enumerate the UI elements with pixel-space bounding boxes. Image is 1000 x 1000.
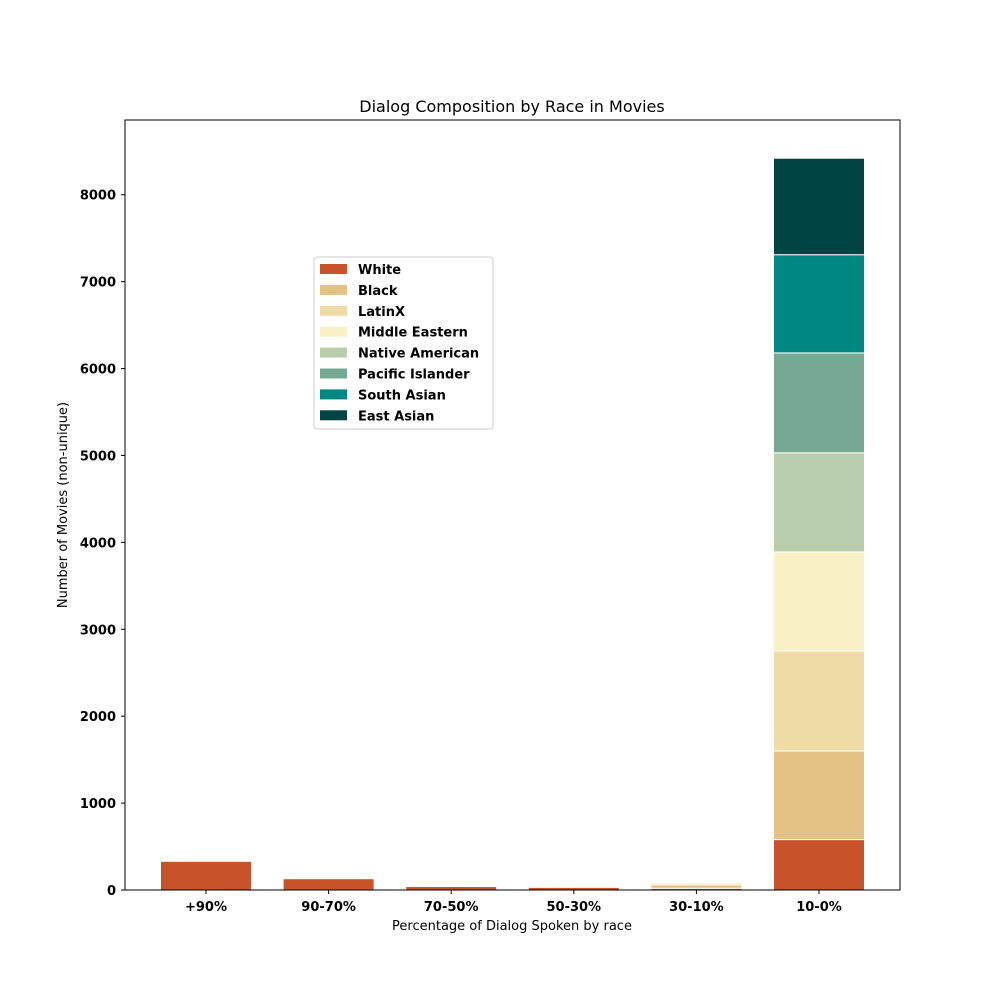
legend-label: South Asian	[358, 388, 446, 403]
bar-10-0%-pacific-islander	[773, 352, 865, 454]
legend-label: Black	[358, 284, 398, 299]
bar-10-0%-south-asian	[773, 254, 865, 354]
bars-group	[160, 157, 865, 891]
bar-10-0%-black	[773, 750, 865, 841]
legend-swatch	[320, 326, 347, 337]
y-axis-label: Number of Movies (non-unique)	[56, 402, 71, 608]
bar-+90%-white	[160, 860, 252, 891]
legend-swatch	[320, 389, 347, 400]
legend-label: East Asian	[358, 409, 434, 424]
y-tick-label: 7000	[80, 276, 116, 291]
y-tick-label: 8000	[80, 189, 116, 204]
legend-label: White	[358, 263, 401, 278]
x-tick-label: 30-10%	[669, 900, 724, 915]
bar-10-0%-east-asian	[773, 157, 865, 256]
y-axis: 0 1000 2000 3000 4000 5000 6000 7000 8000	[80, 189, 125, 899]
legend-label: Pacific Islander	[358, 368, 470, 383]
y-tick-label: 4000	[80, 536, 116, 551]
y-tick-label: 6000	[80, 363, 116, 378]
legend: White Black LatinX Middle Eastern Native Ame…	[313, 256, 494, 430]
legend-swatch	[320, 410, 347, 421]
y-tick-label: 2000	[80, 710, 116, 725]
legend-swatch	[320, 264, 347, 274]
legend-label: Native American	[358, 347, 479, 362]
bar-70-50%-white	[405, 886, 498, 891]
x-tick-label: 70-50%	[424, 900, 479, 915]
x-axis-label: Percentage of Dialog Spoken by race	[392, 919, 632, 934]
chart-title: Dialog Composition by Race in Movies	[359, 97, 664, 116]
legend-label: LatinX	[358, 305, 405, 320]
legend-box	[313, 256, 494, 430]
bar-10-0%-latinx	[773, 650, 865, 752]
x-tick-label: 10-0%	[796, 900, 842, 915]
bar-10-0%-native-american	[773, 452, 865, 553]
bar-10-0%-middle-eastern	[773, 551, 865, 652]
x-tick-label: +90%	[185, 900, 227, 915]
x-axis: +90% 90-70% 70-50% 50-30% 30-10% 10-0%	[185, 890, 842, 915]
plot-frame	[124, 119, 901, 891]
x-tick-label: 50-30%	[546, 900, 601, 915]
y-tick-label: 0	[107, 884, 116, 899]
x-tick-label: 90-70%	[301, 900, 356, 915]
legend-swatch	[320, 305, 347, 316]
legend-label: Middle Eastern	[358, 326, 468, 341]
legend-swatch	[320, 347, 347, 358]
bar-30-10%-black	[650, 884, 743, 889]
bar-10-0%-white	[773, 839, 865, 891]
y-tick-label: 3000	[80, 623, 116, 638]
bar-30-10%-latinx	[650, 882, 743, 886]
y-tick-label: 1000	[80, 797, 116, 812]
bar-90-70%-white	[282, 878, 375, 891]
y-tick-label: 5000	[80, 449, 116, 464]
legend-swatch	[320, 284, 347, 295]
legend-swatch	[320, 368, 347, 379]
